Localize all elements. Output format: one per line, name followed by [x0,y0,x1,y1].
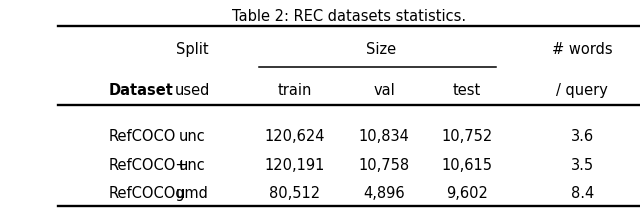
Text: / query: / query [556,83,609,98]
Text: 10,752: 10,752 [442,129,493,144]
Text: used: used [174,83,210,98]
Text: 80,512: 80,512 [269,186,320,201]
Text: Split: Split [176,42,208,57]
Text: unc: unc [179,129,205,144]
Text: RefCOCO: RefCOCO [109,129,176,144]
Text: train: train [277,83,312,98]
Text: unc: unc [179,158,205,173]
Text: val: val [373,83,395,98]
Text: 9,602: 9,602 [446,186,488,201]
Text: 4,896: 4,896 [363,186,405,201]
Text: 3.5: 3.5 [571,158,594,173]
Text: 10,758: 10,758 [358,158,410,173]
Text: 3.6: 3.6 [571,129,594,144]
Text: Dataset: Dataset [109,83,173,98]
Text: # words: # words [552,42,612,57]
Text: 120,191: 120,191 [264,158,324,173]
Text: Table 2: REC datasets statistics.: Table 2: REC datasets statistics. [232,9,466,24]
Text: RefCOCO+: RefCOCO+ [109,158,188,173]
Text: 10,834: 10,834 [358,129,410,144]
Text: RefCOCOg: RefCOCOg [109,186,186,201]
Text: 8.4: 8.4 [571,186,594,201]
Text: test: test [453,83,481,98]
Text: Size: Size [365,42,396,57]
Text: 120,624: 120,624 [264,129,324,144]
Text: 10,615: 10,615 [442,158,493,173]
Text: umd: umd [175,186,209,201]
